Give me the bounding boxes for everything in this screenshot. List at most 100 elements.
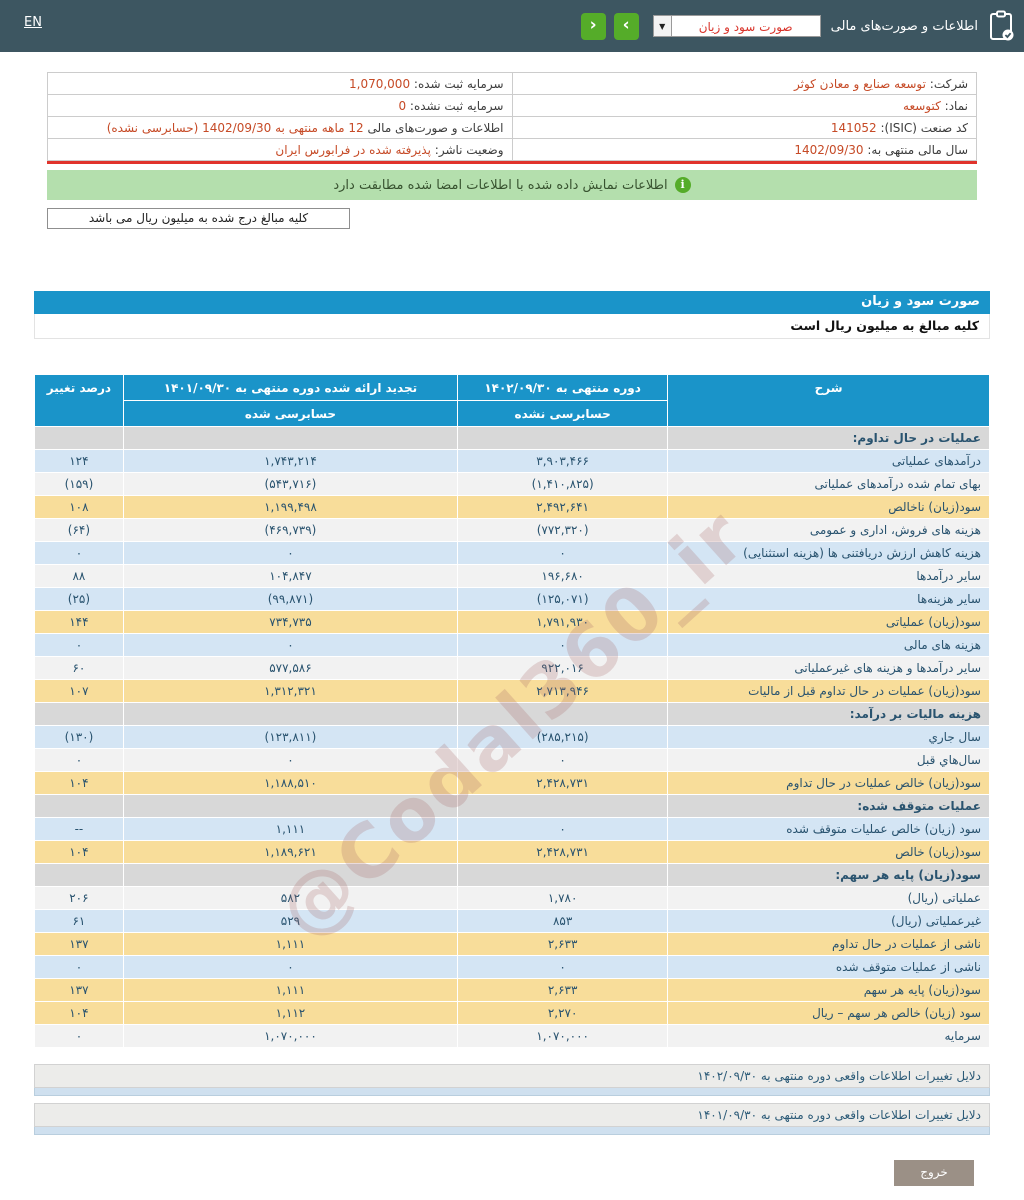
data-row: سال‌هاي قبل ۰ ۰ ۰ [34, 748, 990, 772]
row-label: سرمایه [667, 1024, 990, 1048]
value-current: ۲,۶۳۳ [457, 978, 669, 1002]
value-prior: (۱۲۳,۸۱۱) [122, 725, 459, 749]
footnote-bar[interactable]: دلایل تغییرات اطلاعات واقعی دوره منتهی ب… [34, 1064, 990, 1088]
row-label: سایر درآمدها و هزینه های غیرعملیاتی [667, 656, 990, 680]
value-change: -- [34, 817, 124, 841]
company-info-row: کد صنعت (ISIC): 141052 اطلاعات و صورت‌ها… [47, 116, 977, 139]
data-row: سرمایه ۱,۰۷۰,۰۰۰ ۱,۰۷۰,۰۰۰ ۰ [34, 1024, 990, 1048]
value-change: ۱۰۷ [34, 679, 124, 703]
value-change: (۶۴) [34, 518, 124, 542]
value-current: ۳,۹۰۳,۴۶۶ [457, 449, 669, 473]
value-prior: ۵۲۹ [122, 909, 459, 933]
value-current: ۰ [457, 633, 669, 657]
company-info-row: نماد: کتوسعه سرمایه ثبت نشده: 0 [47, 94, 977, 117]
value-change: ۱۰۸ [34, 495, 124, 519]
row-label: غیرعملیاتی (ریال) [667, 909, 990, 933]
value-prior: ۰ [122, 541, 459, 565]
value-current: ۰ [457, 748, 669, 772]
value-change: ۱۰۴ [34, 840, 124, 864]
info-label: نماد: [944, 98, 968, 113]
statement-body: عملیات در حال تداوم: درآمدهای عملیاتی ۳,… [34, 426, 990, 1048]
data-row: سود(زیان) خالص ۲,۴۲۸,۷۳۱ ۱,۱۸۹,۶۲۱ ۱۰۴ [34, 840, 990, 864]
value-prior: ۰ [122, 633, 459, 657]
value-current: ۰ [457, 817, 669, 841]
value-current: ۰ [457, 955, 669, 979]
section-row: سود(زیان) پایه هر سهم: [34, 863, 990, 887]
language-link[interactable]: EN [24, 15, 42, 30]
value-prior: ۱,۱۱۲ [122, 1001, 459, 1025]
col-current-period: دوره منتهی به ۱۴۰۲/۰۹/۳۰ [457, 374, 669, 401]
value-change: ۶۰ [34, 656, 124, 680]
info-value: پذیرفته شده در فرابورس ایران [275, 142, 431, 157]
row-label: ناشی از عملیات متوقف شده [667, 955, 990, 979]
data-row: سود(زیان) عملیات در حال تداوم قبل از مال… [34, 679, 990, 703]
value-prior: (۵۴۳,۷۱۶) [122, 472, 459, 496]
row-label: سایر درآمدها [667, 564, 990, 588]
col-current-audit-status: حسابرسی نشده [457, 400, 669, 427]
row-label: سود(زیان) پایه هر سهم [667, 978, 990, 1002]
topbar: EN اطلاعات و صورت‌های مالی صورت سود و زی… [0, 0, 1024, 52]
value-prior: ۰ [122, 955, 459, 979]
col-prior-period: تجدید ارائه شده دوره منتهی به ۱۴۰۱/۰۹/۳۰ [122, 374, 459, 401]
value-change: ۱۴۴ [34, 610, 124, 634]
value-change: (۱۵۹) [34, 472, 124, 496]
data-row: سود(زیان) عملیاتی ۱,۷۹۱,۹۳۰ ۷۳۴,۷۳۵ ۱۴۴ [34, 610, 990, 634]
value-change: ۸۸ [34, 564, 124, 588]
data-row: هزینه های مالی ۰ ۰ ۰ [34, 633, 990, 657]
info-value: توسعه صنایع و معادن کوثر [793, 76, 926, 91]
value-change: ۲۰۶ [34, 886, 124, 910]
exit-button[interactable]: خروج [894, 1160, 974, 1186]
col-prior-audit-status: حسابرسی شده [122, 400, 459, 427]
company-info-table: شرکت: توسعه صنایع و معادن کوثر سرمایه ثب… [47, 72, 977, 161]
value-current: (۷۷۲,۳۲۰) [457, 518, 669, 542]
value-current: ۲,۴۲۸,۷۳۱ [457, 840, 669, 864]
value-current: (۱۲۵,۰۷۱) [457, 587, 669, 611]
value-prior: ۱,۱۹۹,۴۹۸ [122, 495, 459, 519]
row-label: درآمدهای عملیاتی [667, 449, 990, 473]
data-row: سود (زیان) خالص عملیات متوقف شده ۰ ۱,۱۱۱… [34, 817, 990, 841]
section-row: عملیات متوقف شده: [34, 794, 990, 818]
section-row: هزینه مالیات بر درآمد: [34, 702, 990, 726]
info-value: 12 ماهه منتهی به 1402/09/30 (حسابرسی نشد… [106, 120, 364, 135]
income-statement: صورت سود و زیان کلیه مبالغ به میلیون ریا… [34, 291, 990, 1048]
value-change: ۱۲۴ [34, 449, 124, 473]
footnote-bar[interactable]: دلایل تغییرات اطلاعات واقعی دوره منتهی ب… [34, 1103, 990, 1127]
data-row: سود (زیان) خالص هر سهم – ریال ۲,۲۷۰ ۱,۱۱… [34, 1001, 990, 1025]
footnote-strip [34, 1127, 990, 1135]
notice-text: اطلاعات نمایش داده شده با اطلاعات امضا ش… [333, 177, 668, 193]
value-change: ۱۳۷ [34, 978, 124, 1002]
data-row: سال جاري (۲۸۵,۲۱۵) (۱۲۳,۸۱۱) (۱۳۰) [34, 725, 990, 749]
data-row: سود(زیان) ناخالص ۲,۴۹۲,۶۴۱ ۱,۱۹۹,۴۹۸ ۱۰۸ [34, 495, 990, 519]
nav-right-button[interactable]: › [613, 12, 639, 40]
statement-units-line: کلیه مبالغ به میلیون ریال است [34, 314, 990, 339]
col-description: شرح [667, 374, 990, 427]
row-label: سود (زیان) خالص عملیات متوقف شده [667, 817, 990, 841]
row-label: بهای تمام شده درآمدهای عملیاتی [667, 472, 990, 496]
value-current: ۲,۶۳۳ [457, 932, 669, 956]
value-current: ۱,۰۷۰,۰۰۰ [457, 1024, 669, 1048]
value-current: ۲,۴۹۲,۶۴۱ [457, 495, 669, 519]
info-value: کتوسعه [903, 98, 941, 113]
report-select[interactable]: صورت سود و زیان ▼ [652, 15, 821, 37]
value-change: ۰ [34, 1024, 124, 1048]
statement-table: شرح دوره منتهی به ۱۴۰۲/۰۹/۳۰ تجدید ارائه… [34, 374, 990, 1048]
data-row: ناشی از عملیات در حال تداوم ۲,۶۳۳ ۱,۱۱۱ … [34, 932, 990, 956]
nav-left-button[interactable]: ‹ [580, 12, 606, 40]
row-label: سایر هزینه‌ها [667, 587, 990, 611]
data-row: غیرعملیاتی (ریال) ۸۵۳ ۵۲۹ ۶۱ [34, 909, 990, 933]
value-current: ۱,۷۸۰ [457, 886, 669, 910]
company-info-body: شرکت: توسعه صنایع و معادن کوثر سرمایه ثب… [47, 72, 977, 161]
value-prior: ۰ [122, 748, 459, 772]
value-prior: ۱,۱۸۹,۶۲۱ [122, 840, 459, 864]
clipboard-icon [990, 10, 1014, 41]
select-arrow-icon[interactable]: ▼ [652, 15, 671, 37]
value-current: ۱,۷۹۱,۹۳۰ [457, 610, 669, 634]
col-percent-change: درصد تغییر [34, 374, 124, 427]
value-change: ۰ [34, 633, 124, 657]
row-label: سود(زیان) خالص عملیات در حال تداوم [667, 771, 990, 795]
value-change: ۰ [34, 955, 124, 979]
value-change: ۶۱ [34, 909, 124, 933]
report-select-value[interactable]: صورت سود و زیان [670, 15, 821, 37]
value-prior: ۱۰۴,۸۴۷ [122, 564, 459, 588]
value-prior: ۵۸۲ [122, 886, 459, 910]
